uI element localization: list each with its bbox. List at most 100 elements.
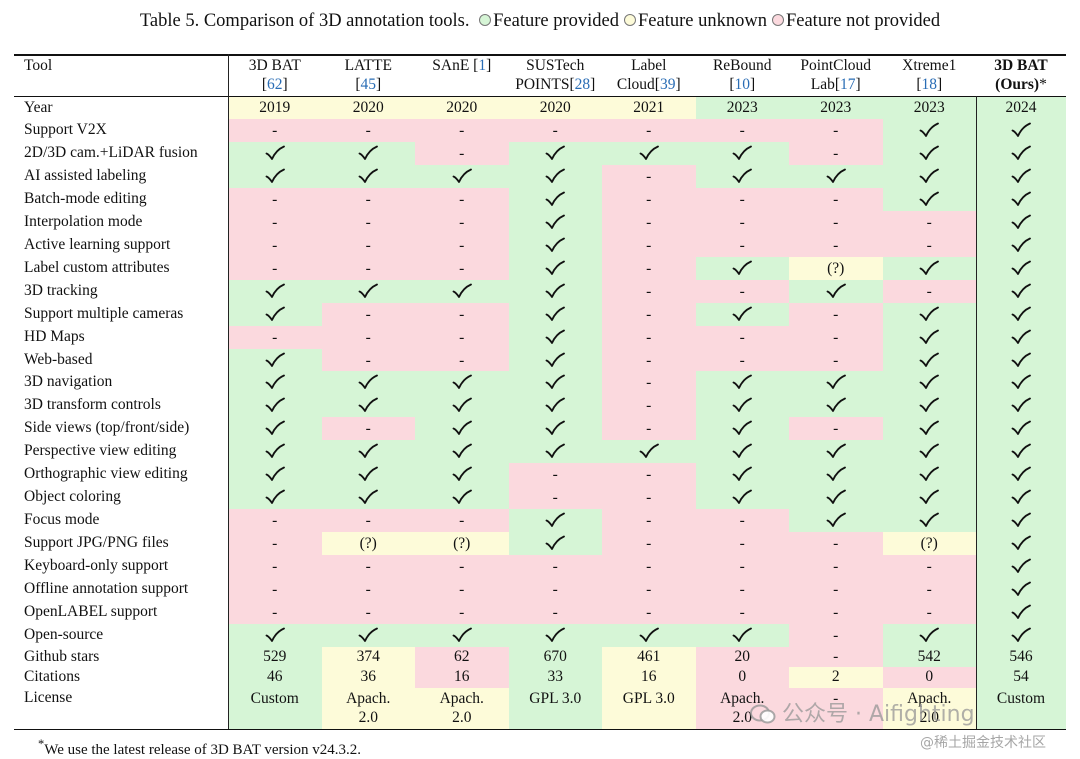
checkmark-icon	[452, 397, 472, 413]
feature-cell: -	[321, 325, 415, 349]
checkmark-icon	[919, 489, 940, 505]
feature-cell: -	[321, 555, 415, 579]
feature-cell: -	[602, 233, 696, 258]
feature-cell	[415, 417, 509, 441]
checkmark-icon	[732, 627, 753, 642]
checkmark-icon	[358, 397, 379, 413]
feature-cell: -	[789, 555, 883, 579]
feature-cell	[976, 578, 1066, 602]
wechat-icon	[750, 703, 776, 724]
tool-name: 3D BAT	[248, 57, 301, 74]
watermark: 公众号 · Aifighting	[750, 700, 1070, 730]
tool-ref: [18]	[916, 76, 943, 93]
feature-cell: -	[695, 279, 789, 303]
feature-cell	[508, 371, 602, 395]
license-line: Apach.	[720, 689, 765, 707]
checkmark-icon	[919, 329, 940, 344]
checkmark-icon	[545, 420, 566, 436]
feature-cell: -	[321, 187, 415, 212]
stat-cell: 20	[695, 646, 789, 668]
license-cell: Custom	[228, 687, 322, 729]
license-line: -	[833, 689, 839, 707]
feature-cell	[508, 141, 602, 166]
row-label: HD Maps	[24, 327, 85, 345]
checkmark-icon	[732, 489, 753, 505]
checkmark-icon	[358, 145, 379, 160]
feature-cell: -	[228, 532, 322, 556]
feature-cell	[508, 187, 602, 212]
feature-cell	[976, 141, 1066, 166]
stat-cell: 546	[976, 646, 1066, 668]
checkmark-icon	[545, 512, 566, 528]
feature-cell	[882, 509, 976, 533]
stat-cell: -	[789, 646, 883, 668]
feature-cell	[976, 486, 1066, 510]
feature-cell: -	[228, 119, 322, 143]
feature-cell: -	[508, 600, 602, 625]
tool-ref: Lab[17]	[810, 76, 861, 93]
feature-cell	[228, 164, 322, 189]
checkmark-icon	[919, 122, 940, 137]
feature-cell	[976, 532, 1066, 556]
citation-link: 18	[921, 76, 938, 93]
feature-cell	[508, 233, 602, 258]
row-label: Object coloring	[24, 488, 121, 506]
feature-cell: -	[228, 210, 322, 235]
feature-cell: -	[695, 210, 789, 235]
feature-cell: -	[415, 141, 509, 166]
feature-cell: (?)	[882, 532, 976, 556]
checkmark-icon	[358, 168, 379, 183]
row-label: Support V2X	[24, 121, 107, 138]
feature-cell: -	[695, 187, 789, 212]
feature-cell	[976, 119, 1066, 143]
tool-header-cell: SAnE [1]	[415, 56, 509, 96]
feature-cell	[976, 348, 1066, 372]
stat-cell: 2	[789, 667, 883, 689]
tool-header: Tool	[24, 57, 53, 74]
checkmark-icon	[732, 443, 753, 459]
year-cell: 2023	[882, 97, 976, 119]
feature-cell	[321, 623, 415, 648]
row-label: Support multiple cameras	[24, 304, 184, 322]
citation-link: 62	[267, 76, 283, 93]
checkmark-icon	[919, 145, 940, 160]
checkmark-icon	[265, 168, 285, 183]
feature-cell: -	[789, 302, 883, 326]
row-label: Focus mode	[24, 511, 100, 529]
feature-cell	[695, 141, 789, 166]
feature-cell	[976, 600, 1066, 625]
tool-name: ReBound	[712, 57, 772, 74]
checkmark-icon	[1011, 283, 1031, 298]
feature-cell: -	[602, 119, 696, 143]
row-label: Interpolation mode	[24, 212, 143, 230]
license-line: 2.0	[452, 708, 472, 726]
feature-cell: -	[321, 417, 415, 441]
row-label: Year	[24, 99, 53, 116]
feature-cell	[789, 486, 883, 510]
table-rule	[14, 54, 1066, 56]
feature-cell	[508, 256, 602, 281]
checkmark-icon	[826, 489, 846, 505]
row-label: Active learning support	[24, 235, 171, 253]
feature-cell: -	[695, 532, 789, 556]
feature-cell: -	[415, 509, 509, 533]
feature-cell: -	[882, 555, 976, 579]
row-label: Support JPG/PNG files	[24, 534, 169, 552]
footnote-text: We use the latest release of 3D BAT vers…	[44, 742, 362, 758]
license-line: GPL 3.0	[622, 689, 675, 707]
checkmark-icon	[545, 397, 566, 413]
stat-cell: 461	[602, 646, 696, 668]
tool-ref: Cloud[39]	[616, 76, 681, 93]
feature-cell: -	[228, 555, 322, 579]
checkmark-icon	[919, 443, 940, 459]
checkmark-icon	[265, 443, 285, 459]
feature-cell	[415, 463, 509, 487]
feature-cell: -	[228, 600, 322, 625]
license-line: Custom	[250, 689, 299, 707]
checkmark-icon	[639, 443, 659, 459]
feature-cell: -	[602, 371, 696, 395]
feature-cell: -	[602, 463, 696, 487]
legend-swatch	[479, 14, 492, 26]
feature-cell	[882, 417, 976, 441]
tool-header-cell: Label Cloud[39]	[602, 56, 696, 96]
